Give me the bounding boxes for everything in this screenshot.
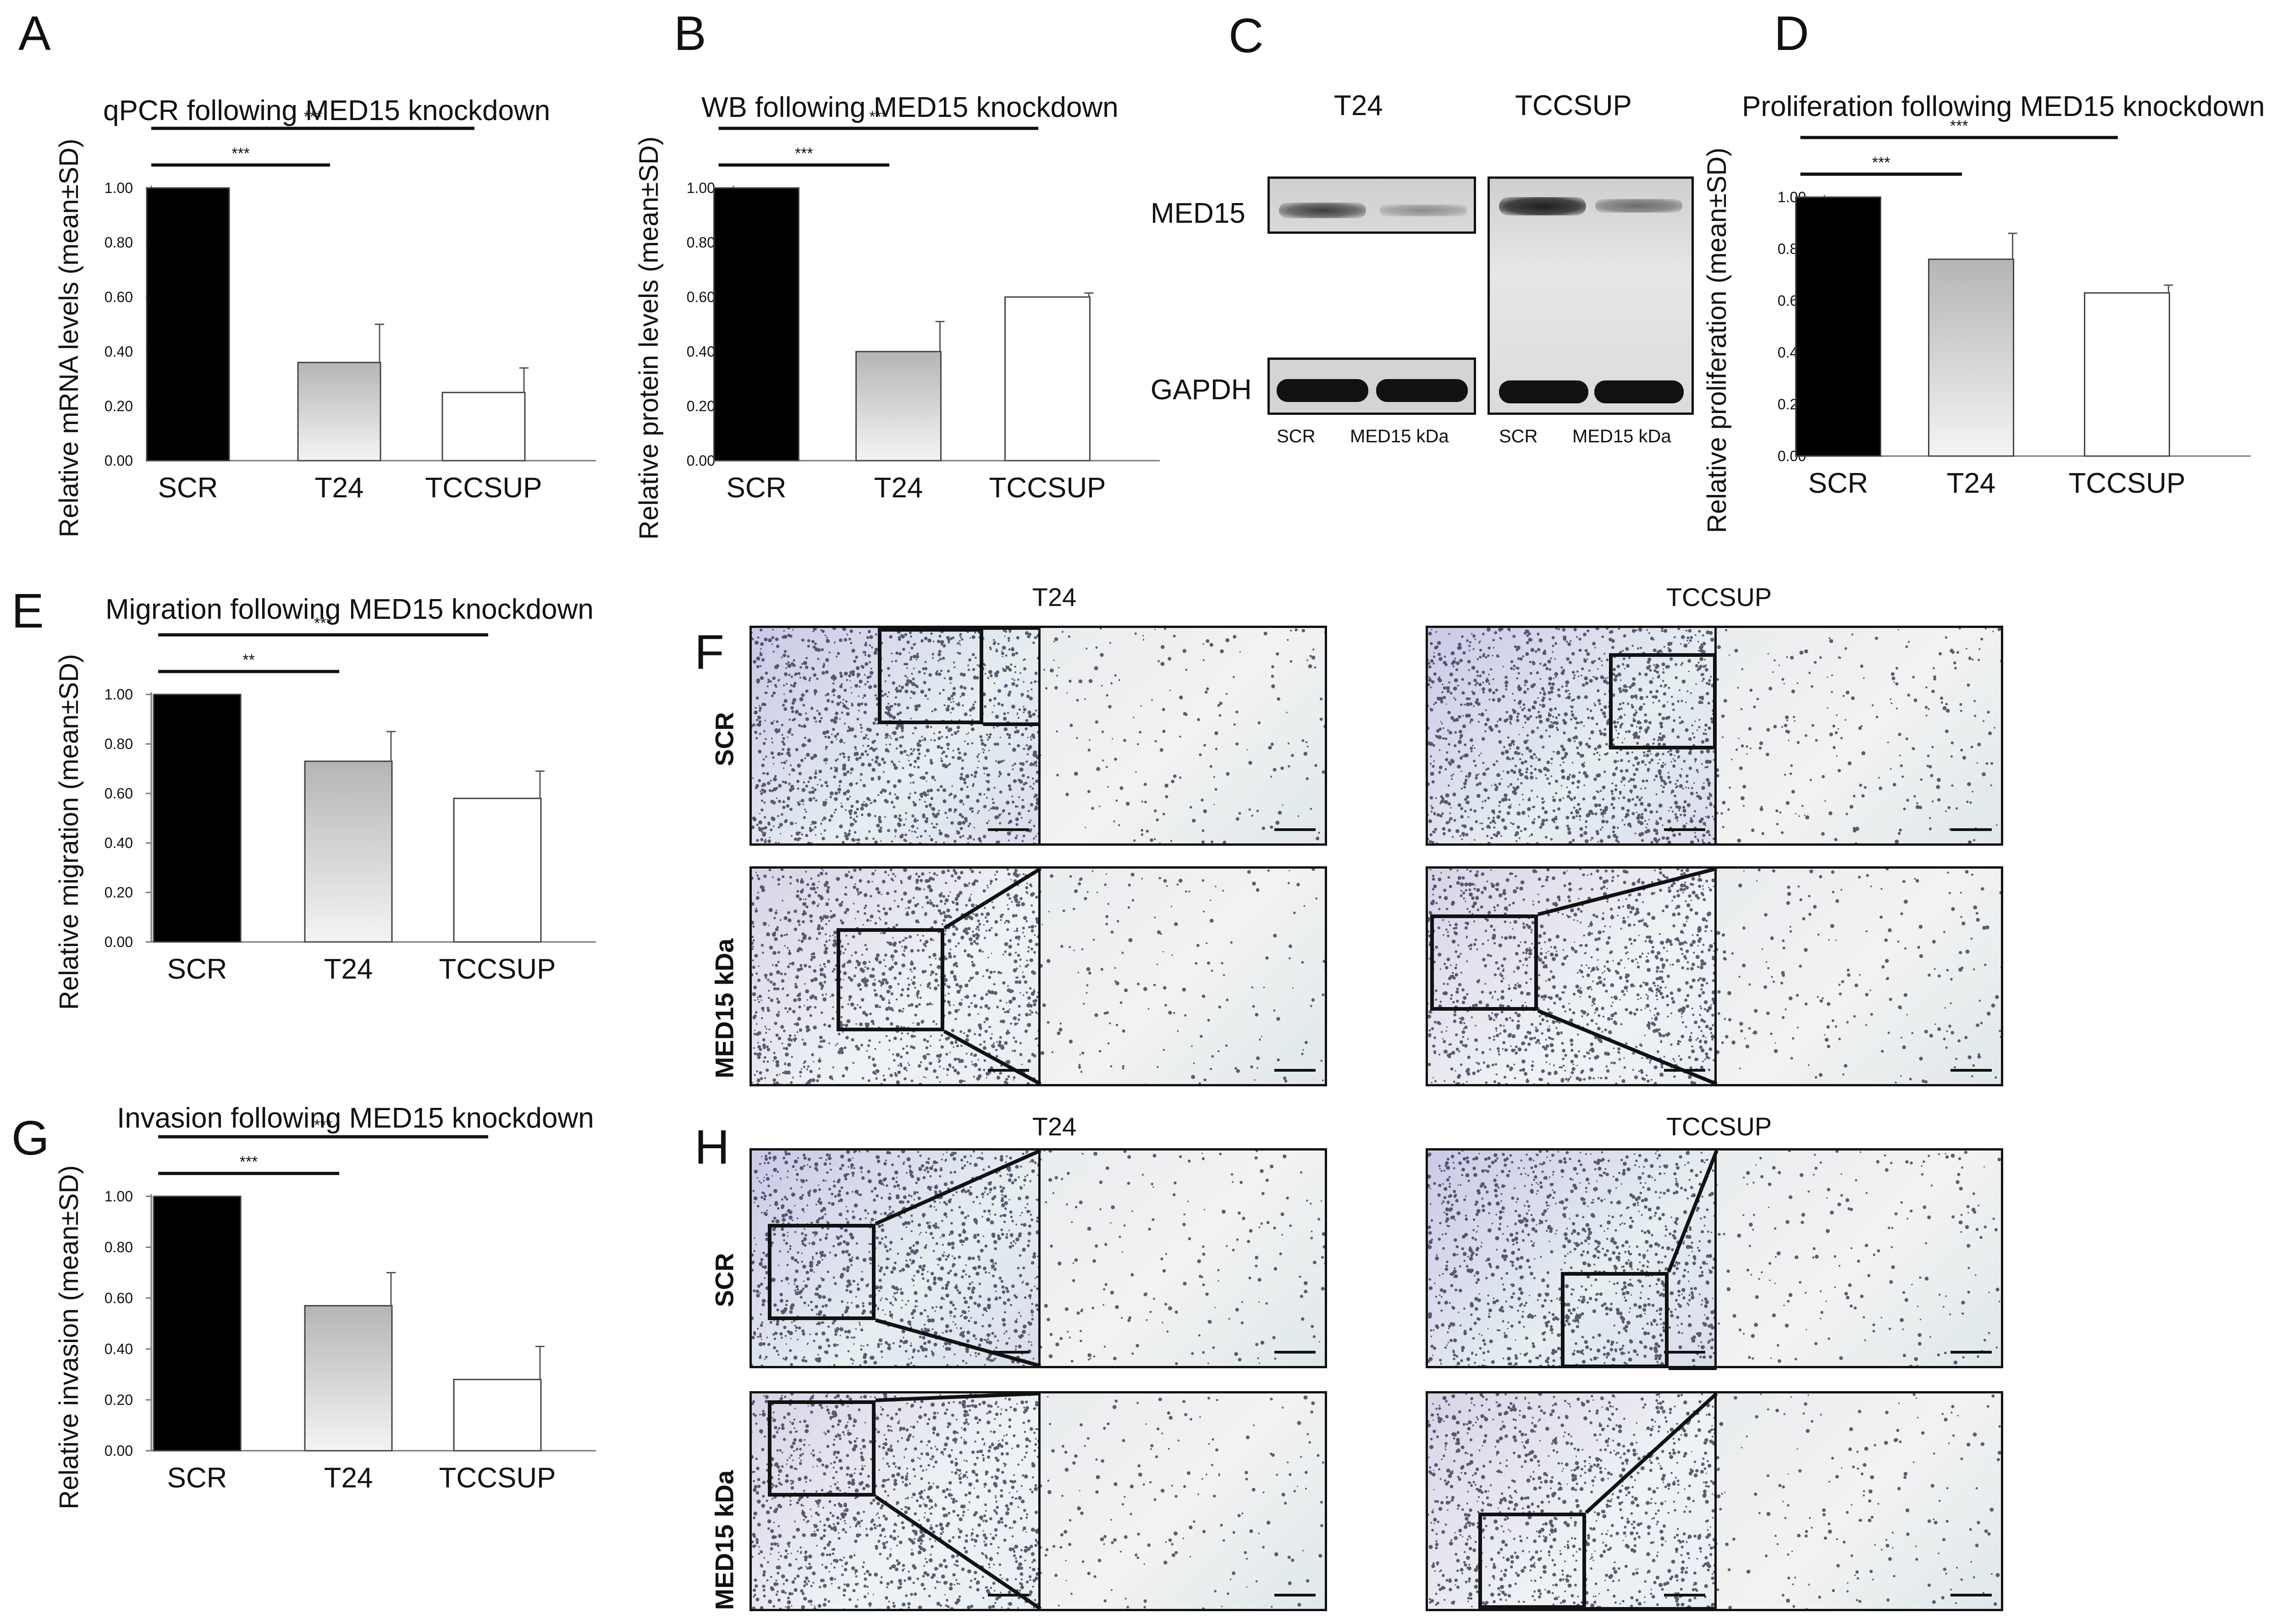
zoom-line: [1586, 1393, 1717, 1513]
